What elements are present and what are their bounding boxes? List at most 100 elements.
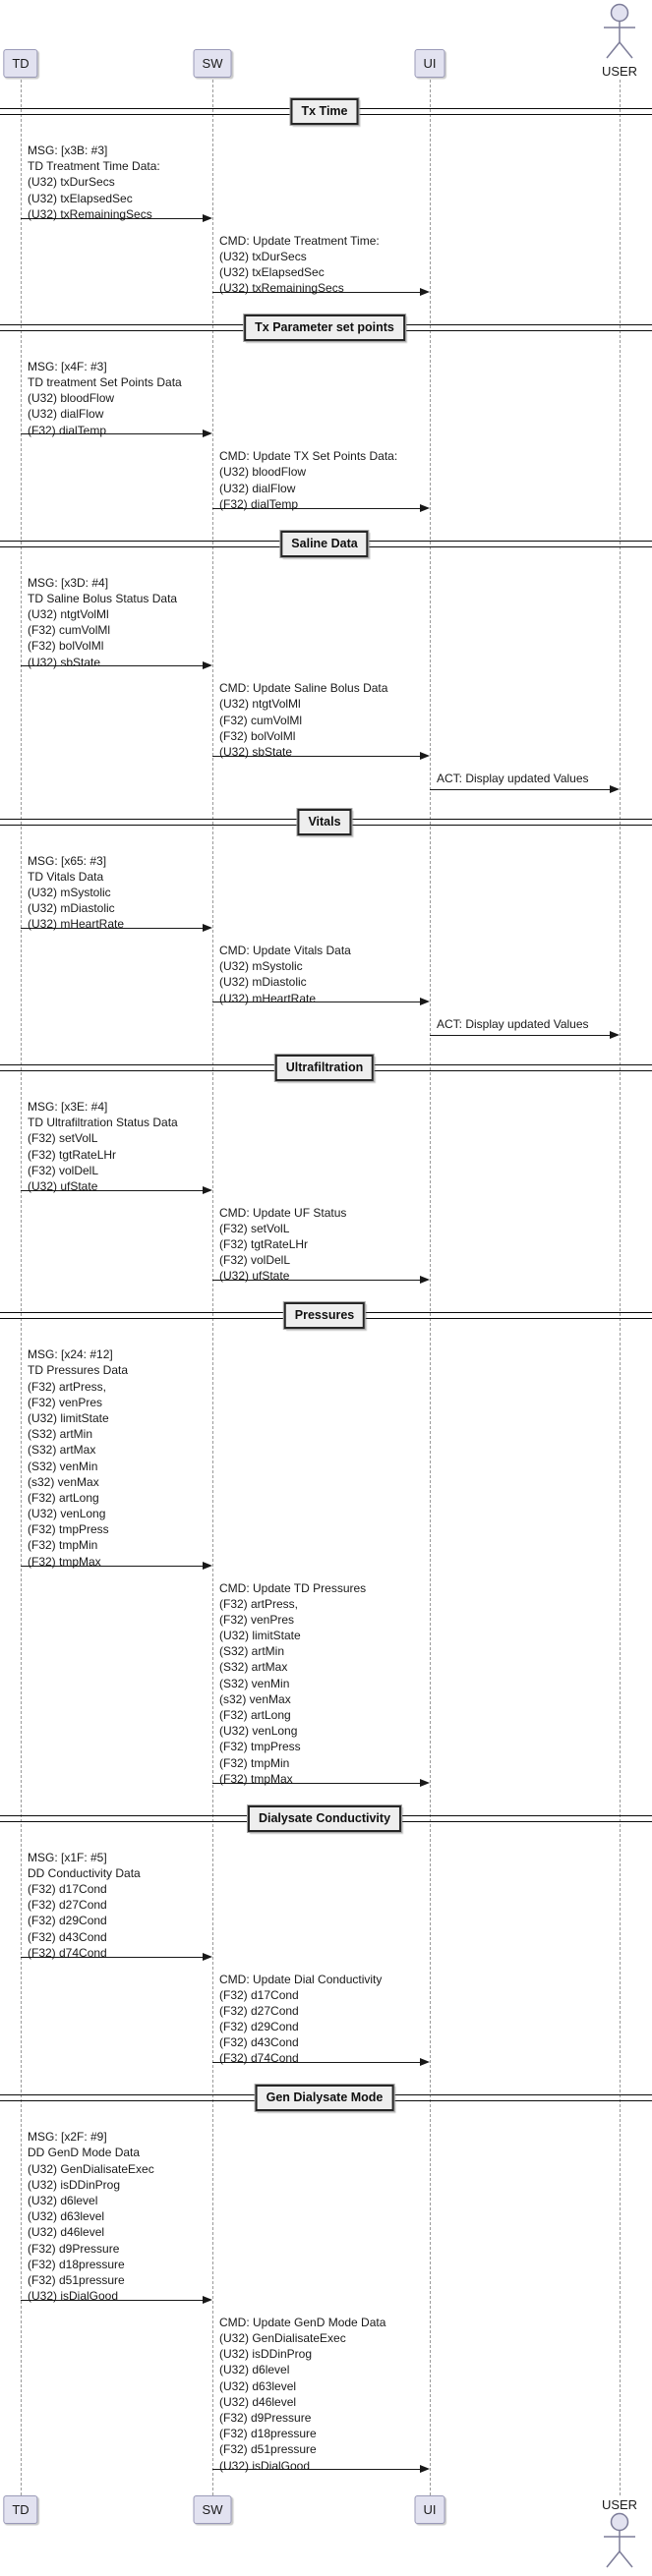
message-text-td-to-sw: MSG: [x3E: #4] TD Ultrafiltration Status … [28,1099,178,1194]
message-line: TD Ultrafiltration Status Data [28,1116,178,1130]
message-arrow-sw-to-ui [212,1276,430,1285]
message-line: (F32) d51pressure [28,2272,125,2287]
divider-title: Saline Data [280,530,369,557]
message-arrow-sw-to-ui [212,2465,430,2474]
lifeline-sw [211,80,213,2495]
message-line: (U32) mHeartRate [28,917,125,932]
message-line: (F32) d17Cond [28,1881,107,1896]
divider-title: Ultrafiltration [274,1055,375,1081]
message-line: (F32) cumVolMl [219,713,303,727]
message-line: (U32) d46level [219,2394,297,2409]
message-line: (U32) d6level [28,2193,98,2207]
message-line: (F32) artLong [28,1490,99,1505]
message-text-sw-to-ui: CMD: Update Vitals Data (U32) mSystolic (U… [219,943,351,1006]
message-line: (s32) venMax [219,1691,291,1706]
message-line: (F32) d29Cond [219,2020,299,2034]
message-line: (F32) d18pressure [28,2257,125,2271]
participant-box-ui-bottom: UI [414,2495,445,2524]
message-arrow-td-to-sw [21,2295,212,2304]
message-text-ui-to-user: ACT: Display updated Values [437,771,589,786]
message-line: (S32) venMin [28,1459,98,1473]
message-line: (F32) artPress, [28,1379,107,1394]
message-line: (F32) d29Cond [28,1914,107,1928]
message-line: (U32) txElapsedSec [219,264,325,279]
divider-title: Dialysate Conductivity [247,1804,402,1832]
message-line: (U32) bloodFlow [219,465,307,480]
arrowhead-icon [203,1952,212,1961]
message-arrow-td-to-sw [21,429,212,438]
message-line: (U32) mHeartRate [219,991,317,1005]
arrowhead-icon [420,2465,430,2474]
arrowhead-icon [203,661,212,670]
message-line: TD Vitals Data [28,869,104,884]
message-line: CMD: Update GenD Mode Data [219,2315,386,2329]
arrowhead-icon [420,2058,430,2067]
message-line: (U32) dialFlow [219,481,296,495]
message-text-sw-to-ui: CMD: Update Saline Bolus Data (U32) ntgtV… [219,680,387,760]
message-line: (U32) venLong [28,1507,106,1521]
message-line: (S32) artMax [219,1660,288,1675]
message-arrow-td-to-sw [21,213,212,222]
message-line: TD Saline Bolus Status Data [28,591,178,605]
message-line: (s32) venMax [28,1474,99,1489]
message-line: (F32) tmpMin [28,1538,98,1553]
participant-box-td-bottom: TD [3,2495,38,2524]
message-line: (F32) tmpMax [219,1771,293,1786]
participant-box-td-top: TD [3,49,38,78]
message-line: (F32) d74Cond [28,1945,107,1960]
message-line: MSG: [x24: #12] [28,1347,113,1362]
message-line: (U32) d6level [219,2363,290,2377]
divider-title: Tx Parameter set points [244,314,405,341]
message-line: (U32) ntgtVolMl [28,606,109,621]
message-line: (F32) volDelL [28,1163,99,1177]
message-line: (F32) d9Pressure [28,2241,120,2256]
message-line: MSG: [x2F: #9] [28,2130,107,2145]
message-line: (U32) GenDialisateExec [28,2161,154,2176]
message-line: (U32) txDurSecs [219,249,307,263]
message-line: CMD: Update TD Pressures [219,1580,367,1595]
message-arrow-sw-to-ui [212,287,430,296]
message-line: (U32) isDialGood [28,2289,119,2304]
message-line: (U32) venLong [219,1724,298,1739]
message-line: (U32) d46level [28,2225,105,2240]
message-line: (U32) bloodFlow [28,391,115,406]
arrowhead-icon [420,1778,430,1787]
message-line: (F32) dialTemp [219,496,299,511]
message-line: (U32) ufState [28,1178,98,1193]
message-arrow-td-to-sw [21,661,212,670]
message-arrow-ui-to-user [430,784,620,793]
user-actor-label-bottom: USER [601,2497,638,2512]
message-line: (F32) bolVolMl [28,639,104,654]
message-line: (U32) ufState [219,1269,290,1284]
user-actor-label-top: USER [601,64,638,79]
message-line: CMD: Update Vitals Data [219,944,351,957]
message-line: (F32) d74Cond [219,2051,299,2066]
message-line: TD Pressures Data [28,1363,129,1378]
message-line: (U32) mSystolic [28,885,111,899]
message-line: (F32) d17Cond [219,1987,299,2002]
divider-title: Pressures [283,1302,366,1330]
message-arrow-sw-to-ui [212,751,430,760]
arrowhead-icon [203,1561,212,1570]
message-line: (U32) txRemainingSecs [28,206,152,221]
message-line: (F32) tmpMax [28,1554,101,1569]
message-line: (U32) isDDinProg [28,2177,121,2192]
message-line: (F32) bolVolMl [219,728,296,743]
message-line: CMD: Update Treatment Time: [219,233,380,248]
message-line: MSG: [x1F: #5] [28,1850,107,1864]
message-text-sw-to-ui: CMD: Update UF Status (F32) setVolL (F32) … [219,1205,346,1285]
arrowhead-icon [420,998,430,1006]
message-text-sw-to-ui: CMD: Update TX Set Points Data: (U32) blo… [219,448,397,512]
message-line: DD GenD Mode Data [28,2146,141,2160]
message-line: (U32) isDialGood [219,2458,311,2473]
message-text-sw-to-ui: CMD: Update Dial Conductivity (F32) d17Co… [219,1972,382,2067]
message-line: ACT: Display updated Values [437,771,589,785]
message-line: MSG: [x3E: #4] [28,1100,108,1114]
message-text-ui-to-user: ACT: Display updated Values [437,1016,589,1032]
message-line: CMD: Update TX Set Points Data: [219,449,398,464]
message-line: (U32) mDiastolic [28,901,115,916]
message-arrow-ui-to-user [430,1031,620,1039]
message-line: (U32) d63level [28,2209,105,2224]
message-line: (U32) limitState [219,1629,301,1643]
arrowhead-icon [203,429,212,438]
